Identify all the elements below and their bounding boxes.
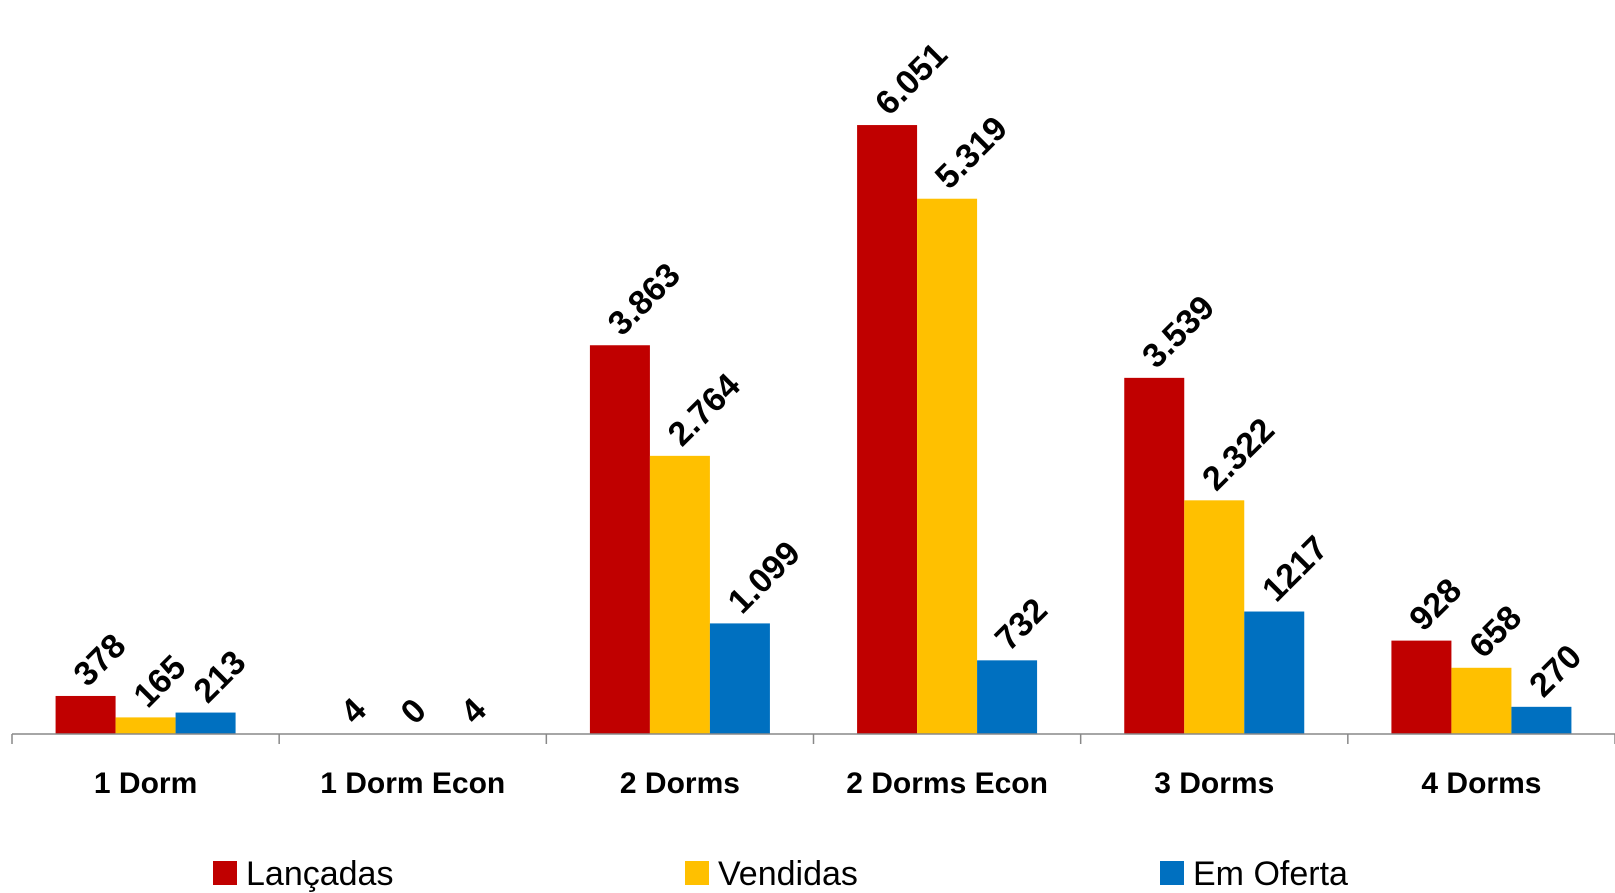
legend: Lançadas Vendidas Em Oferta <box>213 855 1348 893</box>
bar-em-oferta-1-dorm <box>175 712 236 734</box>
bar-lancadas-2-dorms <box>589 345 650 734</box>
bar-vendidas-2-dorms <box>649 455 710 734</box>
data-label-lancadas-1-dorm: 378 <box>66 627 133 694</box>
category-label-2-dorms: 2 Dorms <box>620 767 740 800</box>
legend-label-em-oferta: Em Oferta <box>1193 855 1348 893</box>
data-label-lancadas-4-dorms: 928 <box>1402 571 1469 638</box>
category-label-3-dorms: 3 Dorms <box>1154 767 1274 800</box>
data-label-em-oferta-2-dorms: 1.099 <box>721 534 808 621</box>
legend-swatch-lancadas <box>213 861 237 885</box>
bar-em-oferta-2-dorms <box>709 623 770 734</box>
data-label-vendidas-2-dorms: 2.764 <box>661 366 748 453</box>
bar-em-oferta-2-dorms-econ <box>977 660 1038 734</box>
data-label-em-oferta-2-dorms-econ: 732 <box>988 591 1055 658</box>
data-label-lancadas-3-dorms: 3.539 <box>1135 288 1222 375</box>
category-label-4-dorms: 4 Dorms <box>1421 767 1541 800</box>
bar-em-oferta-4-dorms <box>1511 706 1572 734</box>
data-label-vendidas-2-dorms-econ: 5.319 <box>928 109 1015 196</box>
category-label-2-dorms-econ: 2 Dorms Econ <box>846 767 1048 800</box>
data-label-vendidas-3-dorms: 2.322 <box>1195 411 1282 498</box>
bar-vendidas-2-dorms-econ <box>917 198 978 735</box>
legend-swatch-em-oferta <box>1160 861 1184 885</box>
bar-lancadas-1-dorm <box>55 695 116 734</box>
data-label-vendidas-1-dorm: 165 <box>126 648 193 715</box>
legend-label-lancadas: Lançadas <box>246 855 393 893</box>
bar-lancadas-2-dorms-econ <box>857 125 918 734</box>
data-label-lancadas-2-dorms: 3.863 <box>601 256 688 343</box>
bar-em-oferta-3-dorms <box>1244 611 1305 734</box>
data-label-vendidas-4-dorms: 658 <box>1462 598 1529 665</box>
data-label-em-oferta-4-dorms: 270 <box>1522 637 1589 704</box>
data-label-em-oferta-1-dorm: 213 <box>186 643 253 710</box>
data-label-vendidas-1-dorm-econ: 0 <box>394 691 434 731</box>
legend-swatch-vendidas <box>685 861 709 885</box>
bar-vendidas-4-dorms <box>1451 667 1512 734</box>
bar-vendidas-3-dorms <box>1184 500 1245 734</box>
bar-lancadas-4-dorms <box>1391 640 1452 734</box>
data-label-em-oferta-3-dorms: 1217 <box>1255 529 1335 609</box>
x-axis <box>11 733 1615 744</box>
data-label-lancadas-1-dorm-econ: 4 <box>334 691 374 731</box>
bar-vendidas-1-dorm <box>115 717 176 734</box>
data-label-em-oferta-1-dorm-econ: 4 <box>454 691 494 731</box>
category-label-1-dorm: 1 Dorm <box>94 767 197 800</box>
bar-lancadas-3-dorms <box>1124 377 1185 734</box>
category-labels: 1 Dorm 1 Dorm Econ 2 Dorms 2 Dorms Econ 3 Do… <box>94 767 1542 800</box>
legend-label-vendidas: Vendidas <box>718 855 858 893</box>
bars-layer <box>55 125 1572 735</box>
data-label-lancadas-2-dorms-econ: 6.051 <box>868 36 955 123</box>
category-label-1-dorm-econ: 1 Dorm Econ <box>320 767 505 800</box>
